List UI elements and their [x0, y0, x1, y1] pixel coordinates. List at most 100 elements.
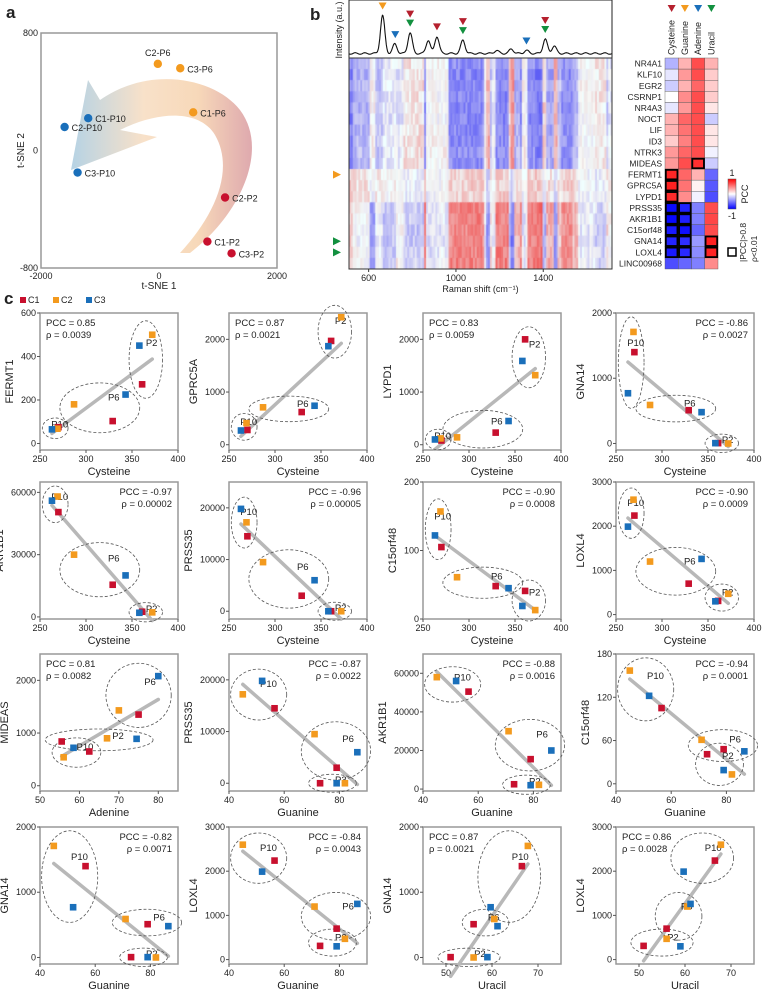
x-tick-label: 350 [700, 623, 715, 633]
x-tick-label: 250 [608, 454, 623, 464]
data-point-c1 [271, 857, 278, 864]
pcc-cell [704, 124, 719, 136]
y-tick-label: 1000 [399, 887, 419, 897]
x-tick-label: 350 [313, 454, 328, 464]
x-tick-label: 2000 [267, 271, 287, 281]
tsne-point [176, 64, 185, 73]
data-point-c3 [165, 922, 172, 930]
peak-marker-uracil [541, 26, 550, 34]
data-point-c1 [109, 417, 116, 425]
group-label: P2 [667, 932, 679, 943]
y-axis-label: PRSS35 [183, 701, 195, 743]
x-axis-label: Guanine [664, 807, 706, 819]
x-axis-label: Cysteine [277, 635, 320, 647]
x-axis-label: Cysteine [664, 466, 707, 478]
row-marker [333, 248, 341, 257]
x-axis-label: Cysteine [664, 635, 707, 647]
pcc-cell [704, 146, 719, 159]
pcc-annotation: PCC = 0.83 [429, 318, 478, 329]
pcc-cell [704, 224, 719, 236]
data-point-c2 [239, 691, 247, 698]
x-tick-label: 400 [170, 454, 185, 464]
y-axis-label: LOXL4 [575, 878, 587, 912]
group-label: P6 [144, 677, 156, 688]
y-tick-label: 0 [607, 438, 612, 448]
data-point-c3 [311, 402, 318, 410]
gene-label: LINC00968 [619, 258, 662, 268]
point-label: C1-P6 [200, 108, 226, 118]
y-tick-label: 2000 [592, 308, 612, 318]
data-point-c2 [243, 419, 250, 427]
group-label: P2 [529, 340, 541, 351]
pcc-cell [678, 113, 692, 125]
group-ellipse-p2 [308, 928, 357, 957]
x-axis-label: Cysteine [471, 466, 514, 478]
data-point-c2 [470, 954, 477, 961]
pcc-cell [678, 257, 692, 270]
x-tick-label: 40 [224, 795, 234, 805]
data-point-c3 [505, 417, 512, 425]
y-tick-label: 1000 [399, 387, 419, 397]
pcc-annotation: PCC = -0.90 [695, 487, 748, 498]
heatmap-frame [348, 57, 613, 270]
pcc-annotation: PCC = -0.88 [502, 659, 555, 670]
group-ellipse-p6 [494, 718, 566, 772]
p-value-annotation: ρ = 0.0008 [510, 499, 555, 510]
pcc-annotation: PCC = 0.81 [46, 659, 95, 670]
scatter-plot-akr1b1-vs-cysteine: 25030035040003000060000CysteineAKR1B1P2P… [0, 481, 186, 647]
x-tick-label: 600 [361, 273, 376, 283]
y-tick-label: 200 [21, 395, 36, 405]
scatter-plot-prss35-vs-guanine: 40 60 80 0 10000 20000 Guanine PRSS35 P2 P6 P10 PCC… [183, 653, 372, 819]
point-label: C2-P6 [145, 48, 171, 58]
group-ellipse-p10 [41, 830, 99, 923]
significance-box [664, 224, 679, 236]
group-ellipse-p10 [230, 832, 288, 884]
pcc-cell [691, 124, 705, 136]
x-tick-label: 70 [726, 968, 736, 978]
pcc-cell [664, 124, 679, 136]
nucleotide-column-label: Uracil [706, 32, 716, 55]
significance-box [691, 157, 705, 170]
y-tick-label: 2000 [205, 334, 225, 344]
scatter-plot-c15orf48-vs-guanine: 40 60 80 0 60 120 180 Guanine C15orf48 P2 P6 P10 PCC… [580, 649, 759, 819]
group-ellipse-p2 [630, 928, 694, 957]
data-point-c2 [239, 841, 247, 848]
data-point-c2 [148, 331, 156, 339]
group-ellipse-p2 [437, 947, 501, 967]
x-tick-label: 350 [507, 623, 522, 633]
data-point-c2 [152, 954, 160, 961]
group-ellipse-p2 [317, 601, 352, 621]
group-ellipse-p2 [704, 433, 739, 453]
x-tick-label: 300 [654, 623, 669, 633]
x-tick-label: 350 [124, 454, 139, 464]
data-point-c2 [433, 673, 441, 681]
spectrum-y-label: Intensity (a.u.) [334, 1, 344, 58]
gene-label: GPRC5A [627, 181, 662, 191]
p-value-annotation: ρ = 0.0021 [429, 844, 474, 855]
gene-label: EGR2 [639, 81, 662, 91]
x-tick-label: 400 [746, 623, 761, 633]
gene-label: NTRK3 [634, 147, 662, 157]
data-point-c1 [521, 336, 529, 343]
plot-axes [422, 653, 562, 792]
y-tick-label: 2000 [16, 675, 36, 685]
gene-label: LIF [650, 125, 662, 135]
data-point-c1 [333, 925, 340, 932]
pcc-annotation: PCC = -0.97 [119, 487, 172, 498]
colorbar-label: PCC [740, 184, 750, 204]
scatter-plot-fermt1-vs-cysteine: 250 300 350 400 0 200 400 600 Cysteine FERMT1 P2 P6… [4, 308, 186, 478]
group-ellipse-p10 [617, 657, 675, 722]
nucleotide-marker [667, 5, 676, 12]
data-point-c3 [698, 408, 705, 416]
y-tick-label: 60 [602, 736, 612, 746]
data-point-c2 [531, 606, 539, 614]
p-value-annotation: ρ = 0.0028 [622, 844, 667, 855]
pcc-annotation: PCC = -0.90 [502, 487, 555, 498]
y-tick-label: 0 [414, 440, 419, 450]
y-tick-label: 1000 [592, 373, 612, 383]
data-point-c3 [519, 357, 526, 365]
x-tick-label: 60 [74, 795, 84, 805]
data-point-c2 [724, 440, 732, 447]
legend-swatch-c3 [86, 297, 92, 303]
pcc-cell [678, 124, 692, 136]
